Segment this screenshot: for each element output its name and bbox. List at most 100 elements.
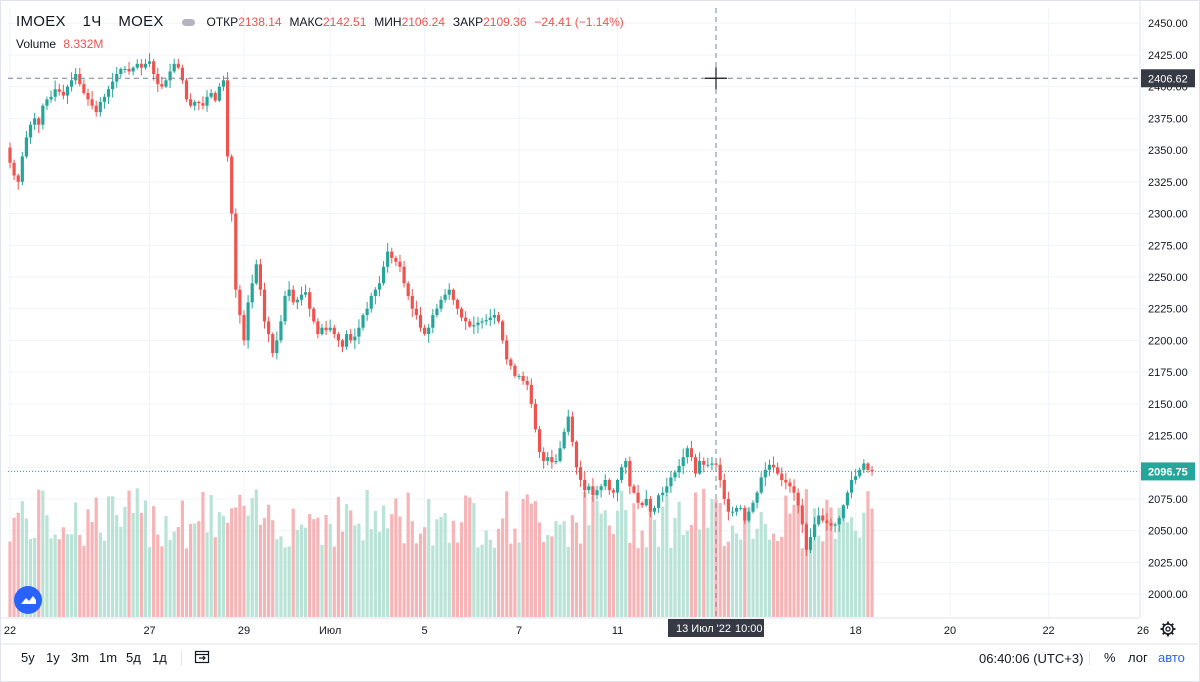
y-tick-label: 2125.00 — [1148, 431, 1188, 443]
range-1d-button[interactable]: 1д — [152, 650, 167, 665]
candle-body — [316, 321, 320, 335]
candle-body — [784, 479, 788, 483]
volume-bar — [377, 531, 382, 617]
y-tick-label: 2375.00 — [1148, 113, 1188, 125]
candle-body — [250, 283, 254, 303]
volume-bar — [12, 517, 16, 617]
candle-body — [106, 89, 111, 97]
candle-body — [230, 156, 234, 214]
volume-bar — [603, 510, 607, 617]
candle-body — [689, 448, 694, 458]
volume-bar — [152, 506, 156, 617]
low-value: 2106.24 — [401, 15, 445, 29]
candle-body — [176, 63, 180, 68]
market-status-icon — [181, 18, 195, 26]
candle-body — [517, 375, 521, 377]
volume-label[interactable]: Volume — [16, 37, 57, 51]
symbol-name[interactable]: IMOEX — [16, 13, 66, 30]
last-price-label: 2096.75 — [1148, 466, 1188, 478]
volume-bar — [501, 518, 505, 617]
candle-body — [135, 63, 139, 68]
candle-body — [636, 492, 640, 503]
volume-bar — [332, 546, 336, 617]
candle-body — [90, 99, 94, 106]
volume-bar — [767, 539, 772, 617]
volume-bar — [615, 510, 620, 617]
x-tick-label: 26 — [1137, 625, 1149, 637]
volume-bar — [685, 530, 689, 617]
candle-body — [435, 308, 439, 316]
volume-bar — [747, 506, 751, 617]
candle-body — [652, 507, 657, 512]
x-tick-label: Июл — [319, 625, 341, 637]
clock-readout[interactable]: 06:40:06 (UTC+3) — [979, 651, 1084, 666]
candle-body — [603, 479, 607, 487]
range-5d-button[interactable]: 5д — [126, 650, 141, 665]
candle-body — [152, 61, 156, 74]
volume-bar — [33, 537, 37, 617]
candle-body — [423, 327, 427, 335]
calendar-goto-icon[interactable] — [194, 649, 210, 665]
range-3m-button[interactable]: 3m — [71, 650, 90, 665]
y-tick-label: 2350.00 — [1148, 145, 1188, 157]
log-scale-button[interactable]: лог — [1128, 650, 1148, 665]
y-tick-label: 2175.00 — [1148, 367, 1188, 379]
candle-body — [279, 321, 283, 341]
volume-legend: Volume 8.332M — [16, 37, 103, 51]
candle-body — [845, 492, 850, 506]
candle-body — [648, 499, 652, 512]
tradingview-logo-icon[interactable] — [14, 586, 42, 614]
volume-bar — [710, 499, 714, 617]
volume-bar — [788, 513, 792, 617]
range-1y-button[interactable]: 1y — [46, 650, 60, 665]
volume-bar — [459, 522, 464, 617]
volume-bar — [176, 526, 180, 617]
candle-body — [328, 327, 332, 331]
auto-scale-button[interactable]: авто — [1158, 650, 1185, 665]
volume-bar — [763, 524, 767, 617]
candle-body — [673, 472, 677, 478]
candle-body — [468, 321, 472, 327]
candle-body — [365, 308, 369, 316]
candle-body — [759, 477, 763, 493]
candle-body — [825, 520, 829, 524]
range-5y-button[interactable]: 5y — [21, 650, 35, 665]
volume-bar — [386, 528, 390, 617]
volume-bar — [41, 490, 45, 617]
volume-bar — [234, 507, 238, 617]
candle-body — [291, 289, 295, 303]
volume-bar — [755, 528, 759, 617]
interval[interactable]: 1Ч — [82, 13, 102, 30]
volume-bar — [172, 531, 176, 617]
volume-bar — [776, 541, 780, 617]
x-tick-label: 22 — [4, 625, 16, 637]
candle-body — [164, 80, 168, 87]
candle-body — [324, 327, 328, 331]
candle-body — [858, 469, 862, 477]
gear-icon[interactable] — [1160, 621, 1176, 637]
candle-body — [472, 325, 476, 327]
volume-bar — [751, 538, 755, 617]
volume-bar — [825, 499, 829, 617]
candle-body — [513, 365, 517, 376]
percent-scale-button[interactable]: % — [1104, 650, 1116, 665]
volume-bar — [492, 547, 496, 617]
candle-body — [578, 467, 583, 480]
candle-body — [767, 464, 772, 470]
volume-bar — [94, 497, 98, 617]
volume-bar — [837, 507, 841, 617]
exchange: MOEX — [118, 13, 164, 30]
range-1m-button[interactable]: 1m — [99, 650, 118, 665]
volume-bar — [69, 534, 74, 617]
candle-body — [287, 289, 291, 297]
y-tick-label: 2025.00 — [1148, 557, 1188, 569]
volume-bar — [574, 522, 579, 617]
x-tick-label: 7 — [516, 625, 522, 637]
volume-bar — [225, 522, 230, 617]
volume-bar — [230, 508, 234, 617]
candle-body — [854, 476, 858, 480]
candle-body — [817, 515, 821, 525]
x-tick-label: 5 — [422, 625, 428, 637]
volume-bar — [739, 539, 743, 617]
